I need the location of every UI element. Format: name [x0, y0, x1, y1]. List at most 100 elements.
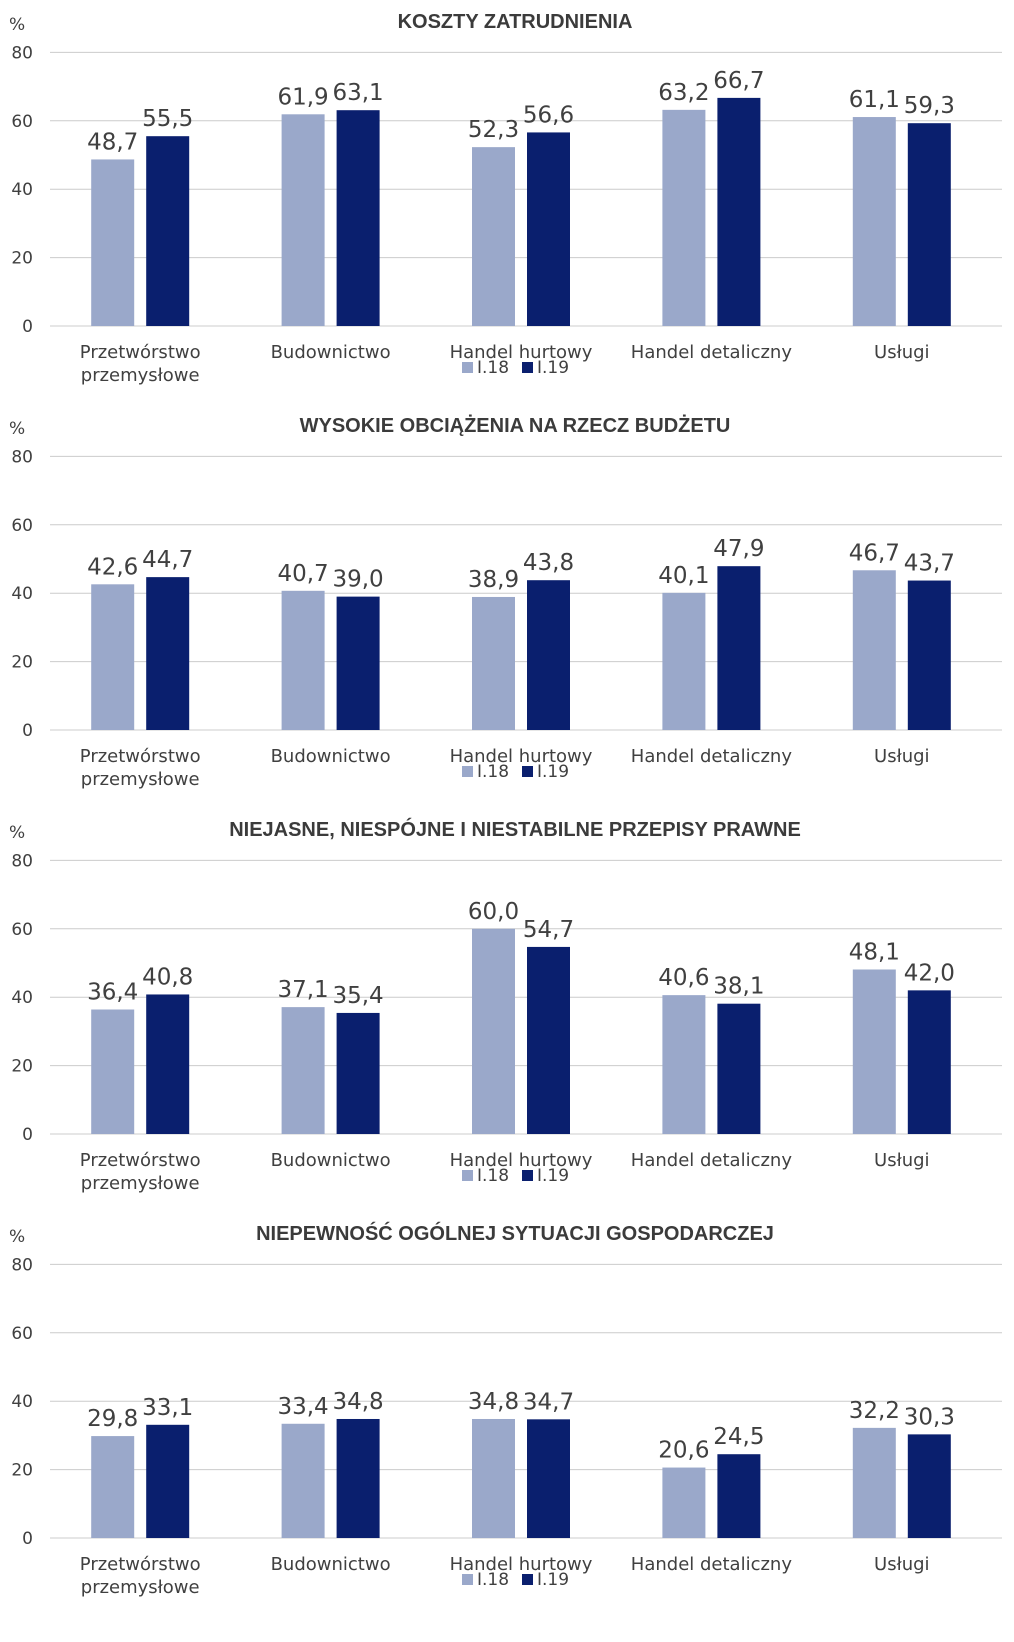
- y-tick-label: 80: [11, 851, 33, 871]
- category-label: Handel hurtowy: [450, 1150, 593, 1171]
- bar: [662, 592, 706, 730]
- category-label: Przetwórstwo przemysłowe: [80, 1554, 201, 1598]
- data-label: 61,9: [277, 84, 328, 110]
- data-label: 56,6: [523, 102, 574, 128]
- category-label: Handel hurtowy: [450, 1554, 593, 1575]
- data-label: 20,6: [658, 1438, 709, 1464]
- data-label: 40,7: [277, 561, 328, 587]
- legend-label: I.19: [537, 1166, 569, 1186]
- category-label: Handel hurtowy: [450, 746, 593, 767]
- bar: [146, 994, 190, 1134]
- bar: [146, 1424, 190, 1538]
- legend-swatch: [462, 362, 473, 373]
- y-tick-label: 0: [22, 1125, 33, 1145]
- data-label: 44,7: [142, 547, 193, 573]
- category-label: Budownictwo: [271, 1554, 391, 1575]
- data-label: 60,0: [468, 899, 519, 925]
- y-tick-label: 60: [11, 1324, 33, 1344]
- data-label: 24,5: [713, 1424, 764, 1450]
- chart-panel: % NIEPEWNOŚĆ OGÓLNEJ SYTUACJI GOSPODARCZE…: [0, 1212, 1014, 1616]
- legend-label: I.19: [537, 1570, 569, 1590]
- bar: [336, 1012, 380, 1134]
- bar: [527, 946, 570, 1134]
- data-label: 34,8: [332, 1389, 383, 1415]
- data-label: 30,3: [904, 1404, 955, 1430]
- data-label: 37,1: [277, 977, 328, 1003]
- bar: [336, 1418, 380, 1538]
- legend-swatch: [462, 766, 473, 777]
- data-label: 55,5: [142, 106, 193, 132]
- y-tick-label: 40: [11, 584, 33, 604]
- data-label: 46,7: [849, 540, 900, 566]
- data-label: 40,8: [142, 964, 193, 990]
- bar: [146, 136, 190, 326]
- category-label: Handel detaliczny: [631, 342, 793, 363]
- category-label: Handel detaliczny: [631, 1554, 793, 1575]
- y-tick-label: 0: [22, 1529, 33, 1549]
- bar: [717, 1003, 761, 1134]
- chart-panel: % NIEJASNE, NIESPÓJNE I NIESTABILNE PRZEP…: [0, 808, 1014, 1212]
- chart-title: NIEPEWNOŚĆ OGÓLNEJ SYTUACJI GOSPODARCZEJ: [256, 1221, 774, 1245]
- chart-title: NIEJASNE, NIESPÓJNE I NIESTABILNE PRZEPI…: [229, 817, 801, 841]
- data-label: 47,9: [713, 536, 764, 562]
- legend-label: I.18: [477, 762, 509, 782]
- bar: [527, 132, 570, 326]
- data-label: 34,7: [523, 1389, 574, 1415]
- category-label: Handel hurtowy: [450, 342, 593, 363]
- bar: [717, 566, 761, 730]
- legend-label: I.18: [477, 1166, 509, 1186]
- chart-panel: % WYSOKIE OBCIĄŻENIA NA RZECZ BUDŻETU 0 20 4…: [0, 404, 1014, 808]
- category-label: Usługi: [874, 746, 930, 767]
- category-label: Budownictwo: [271, 342, 391, 363]
- bar: [281, 590, 325, 730]
- bar: [662, 109, 706, 326]
- data-label: 29,8: [87, 1406, 138, 1432]
- bar: [91, 159, 135, 326]
- data-label: 54,7: [523, 917, 574, 943]
- data-label: 40,6: [658, 965, 709, 991]
- legend-swatch: [462, 1170, 473, 1181]
- y-axis-unit-label: %: [9, 15, 25, 35]
- chart-title: KOSZTY ZATRUDNIENIA: [398, 11, 633, 33]
- legend-swatch: [522, 1574, 533, 1585]
- data-label: 38,9: [468, 567, 519, 593]
- bar: [662, 1467, 706, 1538]
- bar-chart: % NIEPEWNOŚĆ OGÓLNEJ SYTUACJI GOSPODARCZE…: [9, 1221, 1002, 1598]
- category-label: Przetwórstwo przemysłowe: [80, 342, 201, 386]
- data-label: 33,4: [277, 1394, 328, 1420]
- data-label: 35,4: [332, 983, 383, 1009]
- y-tick-label: 20: [11, 653, 33, 673]
- bar: [472, 596, 515, 730]
- data-label: 40,1: [658, 563, 709, 589]
- data-label: 39,0: [332, 567, 383, 593]
- bar-chart: % NIEJASNE, NIESPÓJNE I NIESTABILNE PRZEP…: [9, 817, 1002, 1194]
- legend-label: I.18: [477, 1570, 509, 1590]
- category-label: Przetwórstwo przemysłowe: [80, 746, 201, 790]
- bar: [852, 1427, 896, 1538]
- data-label: 66,7: [713, 68, 764, 94]
- category-label: Handel detaliczny: [631, 1150, 793, 1171]
- data-label: 42,6: [87, 554, 138, 580]
- data-label: 43,7: [904, 551, 955, 577]
- bar-chart: % KOSZTY ZATRUDNIENIA 0 20 40 60 80 48,755,5 Prz…: [9, 11, 1002, 386]
- data-label: 63,1: [332, 80, 383, 106]
- y-axis-unit-label: %: [9, 419, 25, 439]
- category-label: Budownictwo: [271, 746, 391, 767]
- bar: [336, 596, 380, 730]
- y-tick-label: 20: [11, 1461, 33, 1481]
- chart-panel: % KOSZTY ZATRUDNIENIA 0 20 40 60 80 48,7 55,5 Prz…: [0, 0, 1014, 404]
- data-label: 63,2: [658, 80, 709, 106]
- bar: [91, 1436, 135, 1538]
- legend-swatch: [522, 362, 533, 373]
- data-label: 33,1: [142, 1395, 193, 1421]
- data-label: 52,3: [468, 117, 519, 143]
- category-label: Przetwórstwo przemysłowe: [80, 1150, 201, 1194]
- bar: [527, 580, 570, 730]
- category-label: Handel detaliczny: [631, 746, 793, 767]
- bar: [662, 995, 706, 1134]
- legend-swatch: [462, 1574, 473, 1585]
- y-tick-label: 80: [11, 1255, 33, 1275]
- bar: [146, 577, 190, 730]
- y-tick-label: 60: [11, 920, 33, 940]
